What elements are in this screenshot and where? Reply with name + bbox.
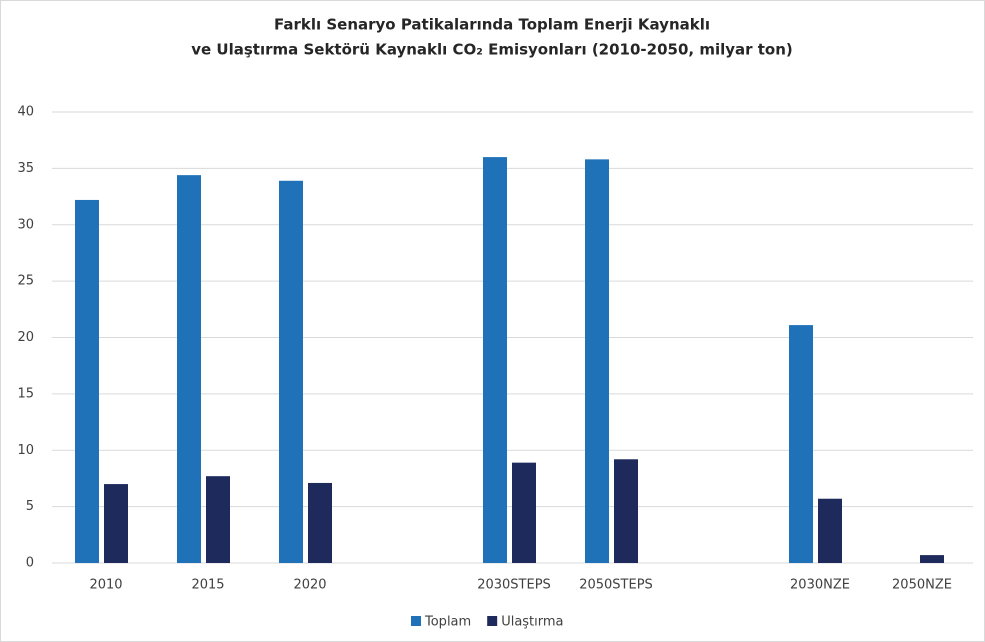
y-tick-label: 40 xyxy=(17,105,34,120)
x-tick-label: 2030STEPS xyxy=(477,578,551,593)
x-tick-label: 2015 xyxy=(191,578,224,593)
legend-label: Ulaştırma xyxy=(501,615,563,630)
legend-swatch xyxy=(411,616,421,626)
bar xyxy=(483,157,507,563)
bar xyxy=(585,159,609,564)
y-tick-label: 20 xyxy=(17,330,34,345)
bar xyxy=(512,462,536,563)
bar xyxy=(308,482,332,563)
chart-title: Farklı Senaryo Patikalarında Toplam Ener… xyxy=(274,16,710,34)
bar xyxy=(818,498,842,563)
x-tick-label: 2020 xyxy=(293,578,326,593)
y-tick-label: 35 xyxy=(17,161,34,176)
chart-title: ve Ulaştırma Sektörü Kaynaklı CO₂ Emisyo… xyxy=(191,41,793,59)
y-tick-label: 15 xyxy=(17,386,34,401)
bar xyxy=(920,555,944,563)
bar xyxy=(104,484,128,563)
x-tick-label: 2030NZE xyxy=(790,578,850,593)
y-tick-label: 25 xyxy=(17,274,34,289)
legend-label: Toplam xyxy=(424,615,471,630)
x-tick-label: 2050NZE xyxy=(892,578,952,593)
y-tick-label: 10 xyxy=(17,443,34,458)
bar xyxy=(75,199,99,563)
bar xyxy=(177,175,201,563)
y-tick-label: 5 xyxy=(26,499,34,514)
bar xyxy=(279,180,303,563)
bar xyxy=(614,459,638,563)
legend-swatch xyxy=(487,616,498,626)
bar xyxy=(206,476,230,563)
bar xyxy=(789,325,813,563)
x-tick-label: 2010 xyxy=(89,578,122,593)
x-tick-label: 2050STEPS xyxy=(579,578,653,593)
y-tick-label: 0 xyxy=(26,556,34,571)
y-tick-label: 30 xyxy=(17,217,34,232)
